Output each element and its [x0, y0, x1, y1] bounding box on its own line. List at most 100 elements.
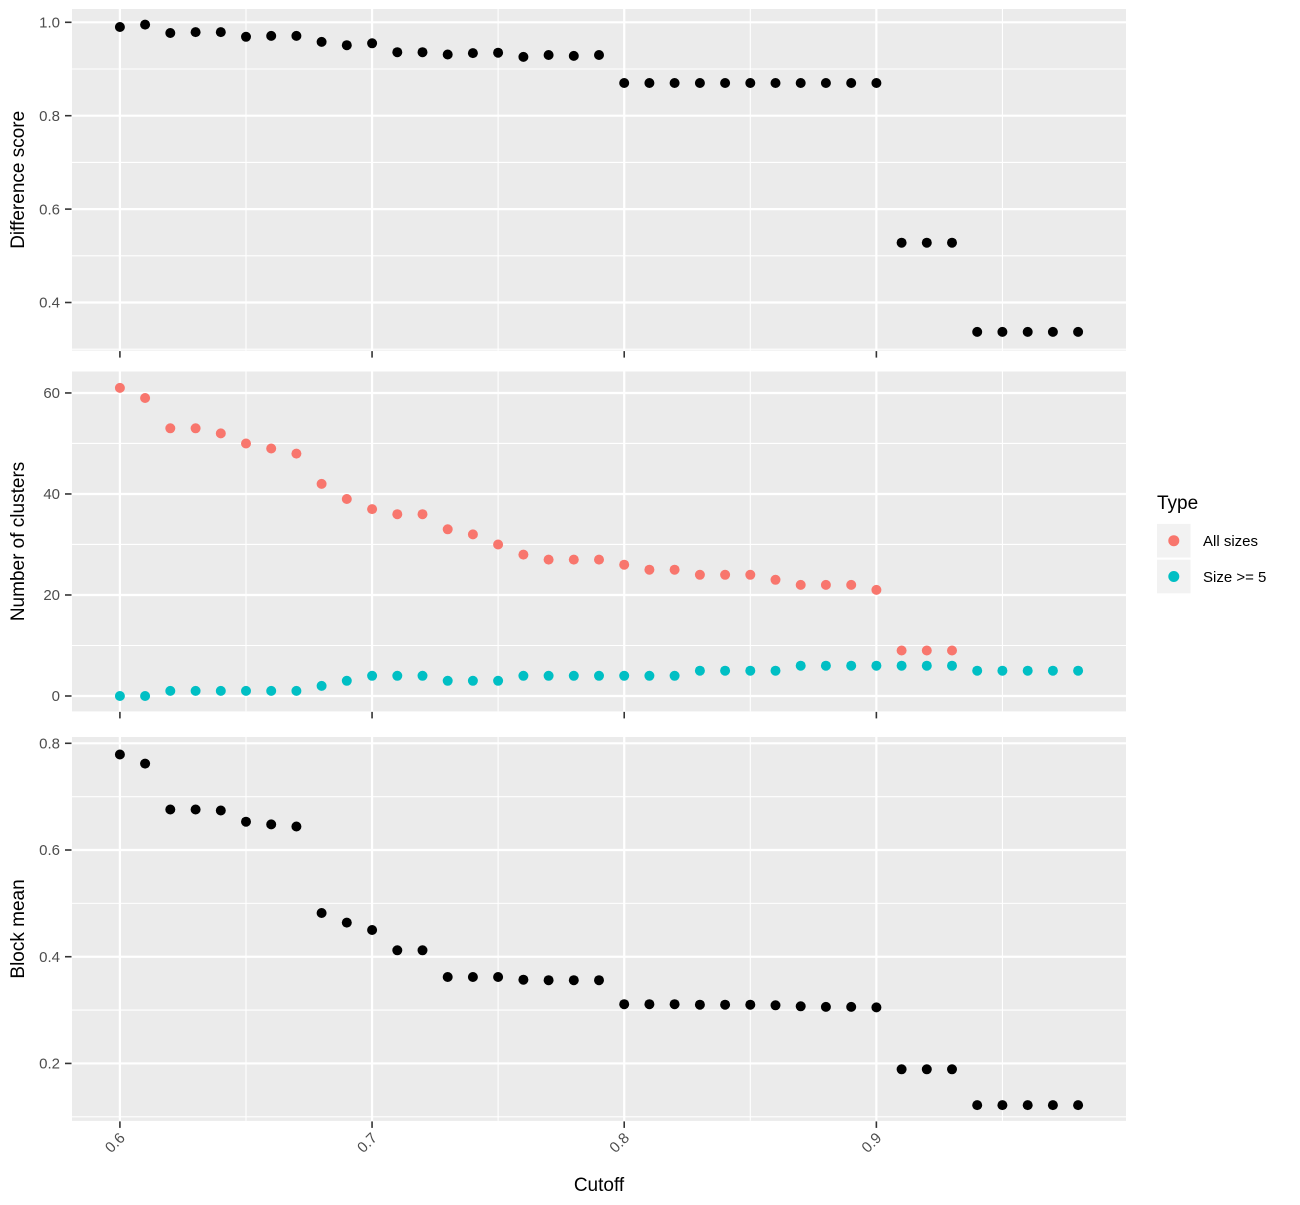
data-point	[997, 665, 1008, 676]
panel-block-mean: 0.8 0.6 0.4 0.2 Block mean	[8, 735, 1126, 1128]
data-point	[594, 975, 604, 986]
data-point	[871, 78, 882, 88]
x-axis-title: Cutoff	[574, 1175, 625, 1196]
data-point	[1022, 326, 1033, 337]
data-point	[795, 1001, 806, 1012]
y-tick-label: 20	[43, 587, 60, 604]
y-tick-label: 0.6	[39, 842, 60, 859]
data-point	[518, 974, 529, 985]
legend-item-label: Size >= 5	[1203, 569, 1266, 586]
data-point	[215, 27, 226, 38]
data-point	[720, 569, 731, 580]
data-point	[266, 30, 277, 41]
data-point	[820, 1001, 831, 1012]
data-point	[367, 925, 378, 935]
data-point	[619, 670, 630, 681]
data-point	[341, 917, 352, 928]
data-point	[493, 675, 504, 686]
y-tick-label: 0.2	[39, 1056, 60, 1073]
data-point	[241, 31, 251, 42]
data-point	[467, 972, 478, 982]
data-point	[770, 78, 781, 88]
y-tick-label: 0.4	[39, 295, 60, 312]
data-point	[341, 40, 352, 51]
data-point	[947, 237, 957, 248]
data-point	[820, 660, 831, 671]
data-point	[720, 78, 731, 88]
series-block-mean	[114, 749, 1084, 1111]
data-point	[442, 524, 453, 535]
data-point	[341, 494, 352, 504]
y-tick-label: 40	[43, 486, 60, 503]
data-point	[442, 49, 453, 60]
data-point	[694, 78, 705, 88]
data-point	[215, 805, 226, 816]
data-point	[568, 554, 579, 565]
series-all-sizes	[114, 382, 957, 656]
data-point	[417, 670, 428, 681]
data-point	[367, 670, 378, 681]
data-point	[1022, 665, 1033, 676]
data-point	[543, 975, 554, 986]
data-point	[795, 579, 806, 590]
data-point	[745, 569, 756, 580]
data-point	[114, 691, 125, 701]
data-point	[316, 36, 327, 47]
data-point	[644, 999, 655, 1010]
data-point	[291, 30, 302, 41]
data-point	[997, 326, 1008, 337]
data-point	[392, 47, 403, 58]
data-point	[644, 78, 655, 88]
data-point	[493, 539, 504, 550]
data-point	[291, 685, 302, 696]
data-point	[392, 945, 403, 956]
legend-dot-icon	[1168, 571, 1180, 582]
data-point	[190, 804, 201, 815]
data-point	[114, 382, 125, 393]
data-point	[795, 78, 806, 88]
data-point	[947, 645, 957, 656]
data-point	[241, 685, 251, 696]
data-point	[871, 1002, 882, 1013]
data-point	[367, 38, 378, 49]
data-point	[846, 660, 857, 671]
y-tick-label: 1.0	[39, 15, 60, 32]
y-axis-title-difference-score: Difference score	[8, 111, 29, 249]
data-point	[543, 50, 554, 60]
data-point	[1047, 326, 1058, 337]
data-point	[568, 670, 579, 681]
data-point	[291, 821, 302, 832]
data-point	[1047, 665, 1058, 676]
data-point	[896, 1064, 907, 1075]
data-point	[745, 999, 756, 1010]
y-axis-title-block-mean: Block mean	[8, 879, 29, 978]
data-point	[518, 670, 529, 681]
data-point	[568, 50, 579, 61]
data-point	[291, 448, 302, 459]
data-point	[417, 509, 428, 520]
data-point	[644, 670, 655, 681]
data-point	[846, 78, 857, 88]
data-point	[921, 660, 932, 671]
data-point	[1022, 1100, 1033, 1111]
data-point	[140, 691, 151, 701]
data-point	[392, 509, 403, 520]
data-point	[493, 47, 504, 58]
data-point	[745, 665, 756, 676]
data-point	[341, 675, 352, 686]
legend: Type All sizes Size >= 5	[1157, 493, 1266, 594]
data-point	[493, 972, 504, 982]
data-point	[215, 428, 226, 439]
data-point	[896, 645, 907, 656]
data-point	[316, 478, 327, 489]
data-point	[669, 670, 680, 681]
data-point	[114, 749, 125, 760]
data-point	[820, 78, 831, 88]
data-point	[1073, 1100, 1084, 1111]
series-size-5	[114, 660, 1084, 701]
data-point	[972, 326, 983, 337]
data-point	[442, 675, 453, 686]
data-point	[594, 554, 604, 565]
data-point	[392, 670, 403, 681]
